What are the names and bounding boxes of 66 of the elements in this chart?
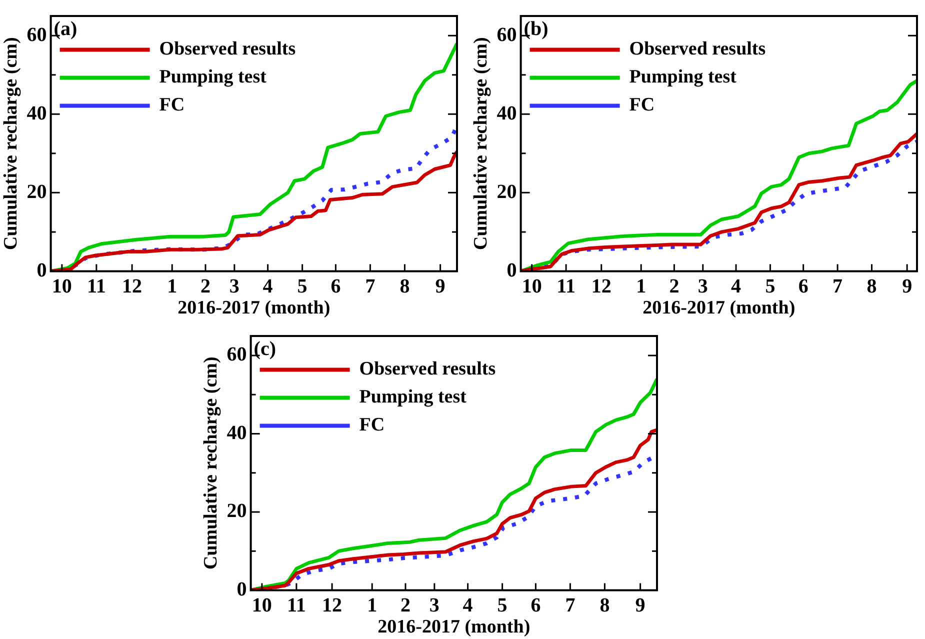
x-tick-label: 12 <box>322 594 342 616</box>
y-axis-title: Cumulative recharge (cm) <box>470 37 492 250</box>
x-tick-label: 2 <box>400 594 410 616</box>
x-tick-label: 1 <box>367 594 378 616</box>
y-tick-label: 0 <box>236 578 247 600</box>
x-tick-label: 6 <box>530 594 541 616</box>
y-tick-label: 60 <box>496 24 517 46</box>
x-tick-label: 12 <box>591 275 612 298</box>
x-tick-label: 10 <box>252 594 272 616</box>
x-tick-label: 4 <box>262 275 273 298</box>
y-tick-label: 40 <box>26 102 47 124</box>
x-tick-label: 8 <box>866 275 877 298</box>
x-tick-label: 2 <box>669 275 680 298</box>
legend-label: FC <box>629 94 655 116</box>
x-tick-label: 12 <box>122 275 142 298</box>
y-tick-label: 0 <box>36 259 47 282</box>
x-tick-label: 9 <box>902 275 912 298</box>
y-axis-title: Cumulative recharge (cm) <box>200 356 222 570</box>
y-tick-label: 40 <box>226 422 247 444</box>
y-tick-label: 0 <box>506 259 517 282</box>
x-tick-label: 6 <box>798 275 808 298</box>
y-tick-label: 20 <box>26 180 47 203</box>
x-tick-label: 5 <box>297 275 308 298</box>
x-axis-title: 2016-2017 (month) <box>642 298 796 319</box>
legend-label: FC <box>359 414 385 436</box>
y-tick-label: 60 <box>26 24 47 46</box>
legend-label: Pumping test <box>359 386 468 408</box>
annotation: (b) <box>524 18 548 40</box>
legend-label: Observed results <box>159 38 296 60</box>
x-tick-label: 9 <box>635 594 646 616</box>
y-axis-title: Cumulative recharge (cm) <box>0 37 22 250</box>
x-tick-label: 2 <box>200 275 210 298</box>
x-tick-label: 8 <box>400 275 410 298</box>
x-tick-label: 6 <box>330 275 341 298</box>
x-tick-label: 11 <box>86 275 106 298</box>
x-tick-label: 11 <box>286 594 306 616</box>
x-tick-label: 3 <box>429 594 440 616</box>
x-tick-label: 4 <box>462 594 473 616</box>
x-tick-label: 1 <box>167 275 178 298</box>
x-tick-label: 10 <box>52 275 72 298</box>
x-tick-label: 7 <box>832 275 843 298</box>
y-tick-label: 20 <box>226 500 247 522</box>
x-tick-label: 5 <box>765 275 776 298</box>
x-tick-label: 7 <box>565 594 576 616</box>
x-axis-title: 2016-2017 (month) <box>378 616 530 638</box>
x-tick-label: 3 <box>229 275 240 298</box>
legend-label: Observed results <box>629 38 766 60</box>
x-tick-label: 11 <box>556 275 576 298</box>
legend-label: FC <box>159 94 185 116</box>
legend-label: Observed results <box>359 358 496 380</box>
x-tick-label: 3 <box>698 275 708 298</box>
x-tick-label: 4 <box>731 275 742 298</box>
y-tick-label: 60 <box>226 344 247 366</box>
annotation: (a) <box>54 18 78 40</box>
x-tick-label: 8 <box>600 594 610 616</box>
legend-label: Pumping test <box>159 66 268 88</box>
x-tick-label: 10 <box>522 275 542 298</box>
y-tick-label: 40 <box>496 102 517 124</box>
x-tick-label: 9 <box>435 275 446 298</box>
y-tick-label: 20 <box>496 180 517 203</box>
x-tick-label: 7 <box>365 275 376 298</box>
legend-label: Pumping test <box>629 66 738 88</box>
x-tick-label: 5 <box>497 594 508 616</box>
annotation: (c) <box>254 338 276 360</box>
x-axis-title: 2016-2017 (month) <box>178 298 330 319</box>
x-tick-label: 1 <box>636 275 646 298</box>
